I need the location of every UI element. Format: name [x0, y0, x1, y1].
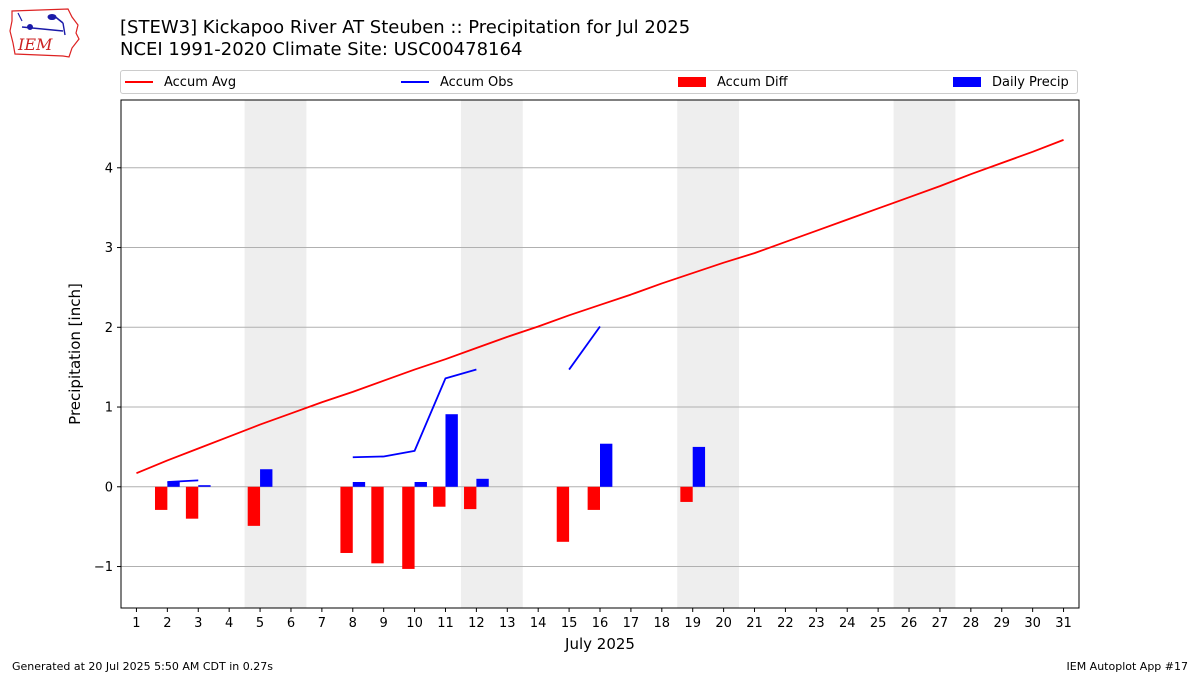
accum-diff-bar [154, 486, 168, 510]
x-tick-label: 6 [287, 616, 295, 631]
x-tick-label: 11 [437, 616, 454, 631]
daily-precip-bar [600, 443, 613, 487]
x-tick-label: 26 [901, 616, 918, 631]
accum-diff-bar [247, 486, 261, 526]
legend-label-accum-diff: Accum Diff [717, 74, 788, 90]
y-tick-label: 3 [105, 241, 113, 256]
accum-diff-bar [402, 486, 415, 569]
accum-diff-bar [433, 486, 446, 507]
legend: Accum Avg Accum Obs Accum Diff Daily Pre… [120, 70, 1078, 94]
x-tick-label: 10 [406, 616, 423, 631]
weekend-band-1 [460, 100, 523, 608]
x-tick-label: 13 [499, 616, 516, 631]
legend-swatch-accum-diff [678, 77, 706, 87]
daily-precip-bar [414, 481, 427, 487]
daily-precip-bar [198, 485, 211, 487]
x-tick-label: 31 [1055, 616, 1072, 631]
x-tick-label: 17 [623, 616, 640, 631]
y-tick-label: 2 [105, 321, 113, 336]
x-tick-label: 16 [592, 616, 609, 631]
legend-label-accum-obs: Accum Obs [440, 74, 514, 90]
x-tick-label: 7 [318, 616, 326, 631]
daily-precip-bar [445, 414, 458, 487]
legend-swatch-accum-avg [125, 81, 153, 83]
y-axis-label: Precipitation [inch] [66, 283, 84, 425]
x-tick-label: 22 [777, 616, 794, 631]
x-tick-label: 14 [530, 616, 547, 631]
legend-item-accum-avg: Accum Avg [125, 71, 236, 93]
chart-subtitle: NCEI 1991-2020 Climate Site: USC00478164 [120, 39, 523, 60]
footer-app-id: IEM Autoplot App #17 [1066, 660, 1189, 673]
x-tick-label: 18 [654, 616, 671, 631]
accum-avg-line [136, 139, 1064, 475]
x-tick-label: 2 [163, 616, 171, 631]
x-tick-label: 29 [993, 616, 1010, 631]
x-tick-label: 21 [746, 616, 763, 631]
accum-diff-bar [185, 486, 199, 519]
x-tick-label: 3 [194, 616, 202, 631]
x-tick-label: 24 [839, 616, 856, 631]
iowa-outline-icon [9, 8, 80, 58]
x-tick-label: 8 [349, 616, 357, 631]
weather-station-icon [17, 12, 66, 36]
x-tick-label: 19 [684, 616, 701, 631]
legend-item-accum-obs: Accum Obs [401, 71, 513, 93]
daily-precip-bar [167, 481, 180, 487]
legend-item-daily-precip: Daily Precip [953, 71, 1069, 93]
x-tick-label: 12 [468, 616, 485, 631]
x-tick-label: 20 [715, 616, 732, 631]
legend-swatch-daily-precip [953, 77, 981, 87]
weekend-band-2 [677, 100, 740, 608]
accum-obs-line [568, 325, 601, 371]
x-tick-label: 5 [256, 616, 264, 631]
x-tick-label: 27 [932, 616, 949, 631]
x-tick-label: 30 [1024, 616, 1041, 631]
accum-diff-bar [371, 486, 384, 564]
daily-precip-bar [476, 478, 489, 487]
bars [154, 414, 706, 569]
iem-logo: IEM [9, 8, 80, 58]
accum-obs-line [167, 479, 199, 483]
x-tick-label: 1 [132, 616, 140, 631]
accum-diff-bar [587, 486, 600, 510]
weekend-band-3 [893, 100, 956, 608]
lines [136, 139, 1064, 483]
accum-diff-bar [340, 486, 353, 553]
accum-obs-line [352, 368, 477, 459]
footer-generated-note: Generated at 20 Jul 2025 5:50 AM CDT in … [12, 660, 273, 673]
accum-diff-bar [556, 486, 570, 542]
legend-label-daily-precip: Daily Precip [992, 74, 1069, 90]
legend-swatch-accum-obs [401, 81, 429, 83]
legend-label-accum-avg: Accum Avg [164, 74, 237, 90]
y-tick-label: 4 [105, 161, 113, 176]
x-tick-label: 28 [963, 616, 980, 631]
daily-precip-bar [260, 469, 273, 487]
x-tick-label: 23 [808, 616, 825, 631]
x-tick-label: 9 [380, 616, 388, 631]
y-tick-label: 1 [105, 401, 113, 416]
accum-diff-bar [464, 486, 477, 510]
daily-precip-bar [352, 481, 366, 487]
x-tick-label: 25 [870, 616, 887, 631]
logo-text: IEM [17, 35, 53, 54]
y-tick-label: −1 [94, 560, 113, 575]
y-tick-label: 0 [105, 480, 113, 495]
x-axis-label: July 2025 [564, 635, 635, 653]
x-tick-label: 4 [225, 616, 233, 631]
x-tick-label: 15 [561, 616, 578, 631]
chart-title: [STEW3] Kickapoo River AT Steuben :: Pre… [120, 17, 691, 38]
legend-item-accum-diff: Accum Diff [678, 71, 788, 93]
accum-diff-bar [680, 486, 693, 502]
weekend-band-0 [244, 100, 307, 608]
daily-precip-bar [692, 446, 706, 487]
